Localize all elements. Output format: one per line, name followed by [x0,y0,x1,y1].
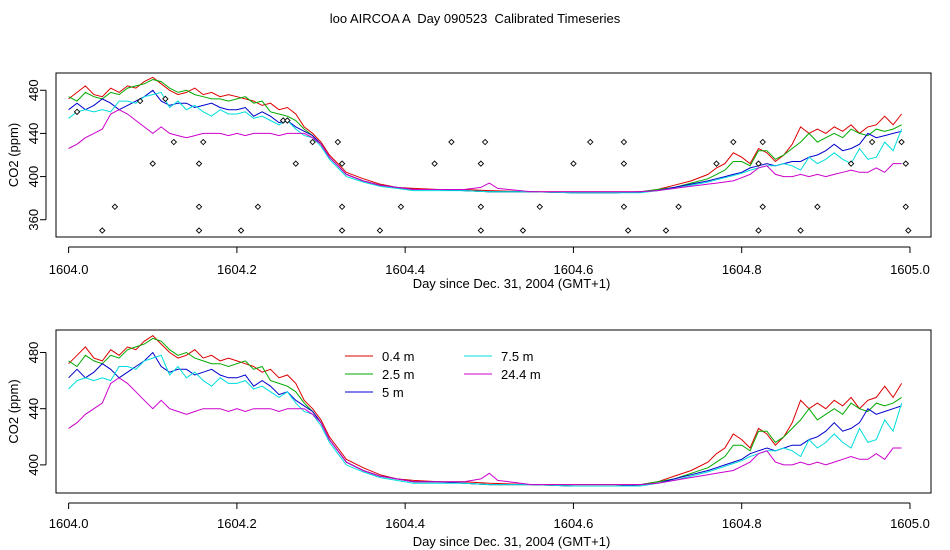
top-marker-point [902,160,909,167]
top-marker-point [334,138,342,146]
bottom-x-tick-label: 1604.2 [217,516,257,531]
top-marker-point [73,108,81,116]
bottom-series-line-0-4-m [68,334,903,486]
top-marker-point [338,160,346,167]
top-marker-point [847,160,855,167]
top-marker-point [755,160,762,167]
top-marker-point [755,227,762,234]
bottom-y-axis-label: CO2 (ppm) [6,379,21,443]
top-marker-point [662,227,670,234]
top-marker-point [620,138,628,146]
top-marker-point [309,138,316,146]
top-marker-point [477,160,485,167]
top-marker-point [902,203,909,211]
legend-label-5-m: 5 m [382,385,404,400]
bottom-x-tick-label: 1604.6 [554,516,594,531]
top-marker-point [448,138,455,146]
top-x-tick-label: 1605.0 [890,262,930,277]
top-series-line-7-5-m [68,91,903,194]
top-y-tick-label: 440 [26,123,41,145]
bottom-x-tick-label: 1604.0 [49,516,89,531]
top-marker-point [136,97,144,105]
legend-label-24-4-m: 24.4 m [501,367,541,382]
top-marker-point [759,138,766,146]
bottom-x-axis-label: Day since Dec. 31, 2004 (GMT+1) [413,534,611,549]
bottom-y-tick-label: 400 [26,454,41,476]
top-marker-point [292,160,300,167]
top-x-tick-label: 1604.2 [217,262,257,277]
bottom-x-tick-label: 1604.4 [385,516,425,531]
top-marker-point [797,227,804,234]
top-marker-point [620,203,628,211]
bottom-x-tick-label: 1605.0 [890,516,930,531]
top-marker-point [162,95,169,103]
top-marker-point [477,227,485,234]
top-marker-point [338,227,346,234]
top-marker-point [279,117,287,124]
top-marker-point [149,160,156,167]
top-x-tick-label: 1604.8 [722,262,762,277]
top-y-tick-label: 480 [26,79,41,101]
bottom-series-line-7-5-m [68,354,903,487]
top-x-tick-label: 1604.6 [554,262,594,277]
top-x-tick-label: 1604.0 [49,262,89,277]
top-marker-point [195,227,203,234]
bottom-x-tick-label: 1604.8 [722,516,762,531]
top-marker-point [587,138,594,146]
legend-label-0-4-m: 0.4 m [382,349,415,364]
top-marker-point [254,203,262,211]
bottom-y-tick-label: 480 [26,342,41,364]
top-marker-point [477,203,485,211]
top-plot-frame [55,72,932,238]
top-marker-point [519,227,527,234]
top-y-axis-label: CO2 (ppm) [6,123,21,187]
top-marker-point [481,138,489,146]
top-marker-point [237,227,245,234]
top-marker-point [536,203,544,211]
top-marker-point [905,227,912,234]
top-marker-point [111,203,119,211]
top-marker-point [759,203,766,211]
top-series-line-0-4-m [68,76,902,193]
top-marker-point [730,138,737,146]
top-marker-point [570,160,577,167]
top-y-tick-label: 360 [26,209,41,231]
top-marker-point [624,227,632,234]
top-marker-point [814,203,821,211]
legend-label-2-5-m: 2.5 m [382,367,415,382]
top-marker-point [397,203,405,211]
top-marker-point [284,117,291,124]
top-x-tick-label: 1604.4 [385,262,425,277]
chart-title: loo AIRCOA A Day 090523 Calibrated Times… [329,11,621,26]
bottom-plot-frame [55,329,932,494]
top-marker-point [195,203,203,211]
top-marker-point [376,227,384,234]
top-x-axis-label: Day since Dec. 31, 2004 (GMT+1) [413,276,611,291]
top-marker-point [199,138,207,146]
top-series-line-24-4-m [68,109,902,193]
top-marker-point [620,160,628,167]
top-marker-point [338,203,346,211]
top-marker-point [675,203,682,211]
top-marker-point [868,138,876,146]
bottom-y-tick-label: 440 [26,398,41,420]
bottom-series-line-24-4-m [68,377,902,486]
top-marker-point [431,160,438,167]
top-marker-point [713,160,720,167]
top-marker-point [195,160,203,167]
legend-label-7-5-m: 7.5 m [501,349,534,364]
top-marker-point [99,227,106,234]
top-marker-point [898,138,905,146]
top-marker-point [170,138,178,146]
top-y-tick-label: 400 [26,166,41,188]
